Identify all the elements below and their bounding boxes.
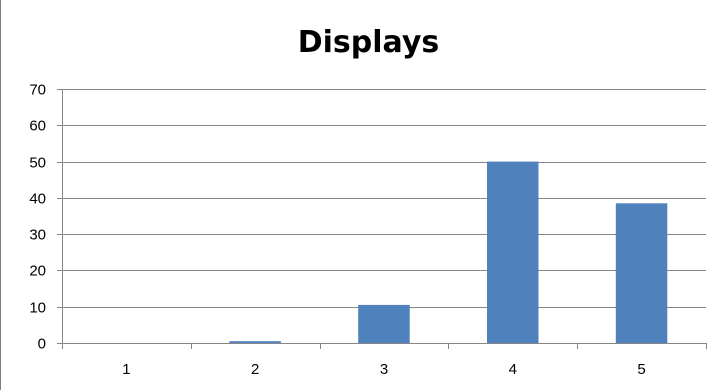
bar — [615, 203, 668, 343]
y-tick-label: 70 — [29, 82, 46, 99]
x-tick-label: 2 — [251, 361, 259, 378]
y-tick-label: 30 — [29, 227, 46, 244]
y-tick-label: 0 — [38, 336, 46, 353]
y-tick-label: 50 — [29, 155, 46, 172]
bar — [358, 304, 410, 343]
x-tick-label: 4 — [509, 361, 517, 378]
y-tick-label: 40 — [29, 191, 46, 208]
y-tick-label: 10 — [29, 300, 46, 317]
chart-title: Displays — [297, 25, 440, 60]
bar — [487, 161, 539, 343]
x-tick-label: 5 — [637, 361, 645, 378]
y-tick-label: 20 — [29, 263, 46, 280]
bars — [229, 161, 668, 343]
bar — [229, 341, 281, 343]
y-tick-label: 60 — [29, 118, 46, 135]
gridlines — [62, 89, 706, 308]
x-tick-label: 1 — [122, 361, 130, 378]
axes — [57, 89, 707, 349]
x-tick-label: 3 — [380, 361, 388, 378]
tick-labels: 0 10 20 30 40 50 60 70 1 2 3 4 5 — [29, 82, 645, 379]
